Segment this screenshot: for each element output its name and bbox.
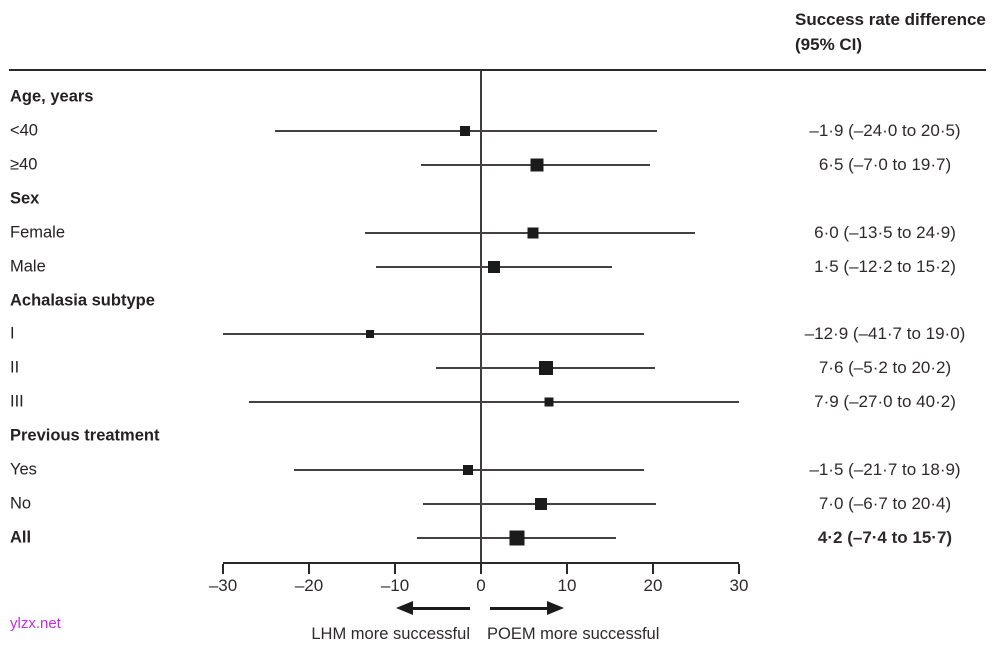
axis-tick bbox=[652, 564, 654, 574]
row-value: 6·0 (–13·5 to 24·9) bbox=[814, 222, 956, 242]
column-header: Success rate difference (95% CI) bbox=[795, 7, 995, 57]
row-value: –1·5 (–21·7 to 18·9) bbox=[809, 460, 961, 480]
axis-tick bbox=[394, 564, 396, 574]
axis-tick bbox=[308, 564, 310, 574]
axis-tick-label: –10 bbox=[380, 576, 410, 595]
row-value: 7·0 (–6·7 to 20·4) bbox=[818, 494, 952, 514]
row-value: 7·9 (–27·0 to 40·2) bbox=[814, 392, 956, 412]
axis-tick bbox=[738, 564, 740, 574]
axis-tick-label: 10 bbox=[557, 576, 577, 595]
axis-tick-label: 20 bbox=[643, 576, 663, 595]
row-label: Female bbox=[10, 223, 66, 242]
x-axis-line bbox=[223, 562, 739, 564]
ci-line bbox=[223, 333, 645, 336]
row-label: All bbox=[10, 528, 32, 547]
left-arrow-shaft bbox=[411, 607, 470, 610]
right-arrow-shaft bbox=[490, 607, 549, 610]
row-value: 7·6 (–5·2 to 20·2) bbox=[818, 358, 952, 378]
axis-tick bbox=[480, 564, 482, 574]
axis-tick bbox=[566, 564, 568, 574]
top-rule bbox=[9, 69, 986, 71]
point-estimate-marker bbox=[463, 465, 474, 476]
axis-tick-label: 30 bbox=[729, 576, 749, 595]
row-label: No bbox=[10, 494, 32, 513]
axis-tick bbox=[222, 564, 224, 574]
row-value: –1·9 (–24·0 to 20·5) bbox=[809, 120, 961, 140]
row-label: I bbox=[10, 324, 15, 343]
row-label: ≥40 bbox=[10, 155, 38, 174]
axis-tick-label: 0 bbox=[476, 576, 486, 595]
right-arrow-icon bbox=[547, 601, 564, 615]
row-value: –12·9 (–41·7 to 19·0) bbox=[804, 324, 966, 344]
axis-tick-label: –30 bbox=[208, 576, 238, 595]
column-header-line2: (95% CI) bbox=[795, 35, 863, 54]
point-estimate-marker bbox=[535, 498, 548, 511]
row-label: Yes bbox=[10, 460, 37, 479]
point-estimate-marker bbox=[527, 227, 539, 239]
point-estimate-marker bbox=[539, 361, 554, 376]
point-estimate-marker bbox=[530, 158, 544, 172]
left-arrow-icon bbox=[396, 601, 413, 615]
group-header-label: Sex bbox=[10, 189, 40, 208]
group-header-label: Previous treatment bbox=[10, 426, 160, 445]
row-label: <40 bbox=[10, 121, 38, 140]
point-estimate-marker bbox=[366, 330, 375, 339]
watermark: ylzx.net bbox=[10, 615, 61, 632]
row-label: Male bbox=[10, 257, 46, 276]
axis-tick-label: –20 bbox=[294, 576, 324, 595]
zero-reference-line bbox=[480, 70, 482, 572]
direction-label-lhm: LHM more successful bbox=[311, 625, 470, 643]
row-value: 6·5 (–7·0 to 19·7) bbox=[818, 154, 952, 174]
row-label: III bbox=[10, 392, 24, 411]
column-header-line1: Success rate difference bbox=[795, 10, 986, 29]
group-header-label: Achalasia subtype bbox=[10, 291, 155, 310]
point-estimate-marker bbox=[509, 530, 525, 546]
row-label: II bbox=[10, 358, 20, 377]
row-value: 4·2 (–7·4 to 15·7) bbox=[817, 527, 953, 547]
direction-label-poem: POEM more successful bbox=[487, 625, 660, 643]
point-estimate-marker bbox=[487, 260, 500, 273]
point-estimate-marker bbox=[544, 397, 554, 407]
ci-line bbox=[248, 401, 739, 404]
row-value: 1·5 (–12·2 to 15·2) bbox=[814, 256, 956, 276]
group-header-label: Age, years bbox=[10, 87, 94, 106]
point-estimate-marker bbox=[459, 125, 470, 136]
